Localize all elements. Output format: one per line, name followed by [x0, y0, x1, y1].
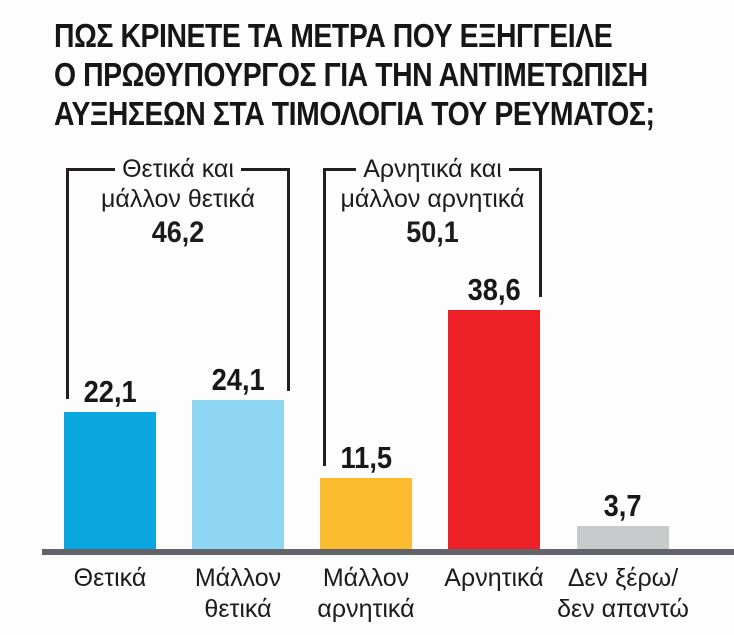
title-line-1: ΠΩΣ ΚΡΙΝΕΤΕ ΤΑ ΜΕΤΡΑ ΠΟΥ ΕΞΗΓΓΕΙΛΕ	[54, 17, 613, 54]
group-value-positive: 46,2	[151, 216, 205, 249]
bar-value-label: 22,1	[83, 374, 137, 409]
category-line: Δεν ξέρω/	[567, 564, 679, 592]
group-value-negative: 50,1	[406, 216, 459, 249]
bar-negative	[448, 310, 540, 549]
category-label-rather-negative: Μάλλον αρνητικά	[281, 563, 451, 625]
category-line: Αρνητικά	[444, 564, 544, 592]
category-line: Μάλλον	[194, 564, 282, 592]
category-label-negative: Αρνητικά	[409, 563, 579, 594]
title-line-2: Ο ΠΡΩΘΥΠΟΥΡΓΟΣ ΓΙΑ ΤΗΝ ΑΝΤΙΜΕΤΩΠΙΣΗ	[54, 56, 648, 93]
bar-value-label: 38,6	[467, 272, 521, 307]
x-axis-line	[42, 549, 734, 555]
category-line: αρνητικά	[317, 595, 415, 623]
bracket-top-line: Αρνητικά και	[323, 154, 542, 183]
bar-group-negative: 38,6	[428, 273, 560, 549]
group-label-positive-line1: Θετικά και	[122, 154, 234, 183]
group-bracket-negative: Αρνητικά και μάλλον αρνητικά 50,1	[323, 154, 542, 466]
bracket-top-line: Θετικά και	[66, 154, 291, 183]
category-line: θετικά	[204, 595, 272, 623]
bracket-vertical-segment	[66, 168, 69, 399]
category-label-dont-know: Δεν ξέρω/ δεν απαντώ	[538, 563, 708, 625]
bar-group-positive: 22,1	[44, 375, 176, 549]
bar-dont-know	[577, 526, 669, 549]
group-label-positive-line2: μάλλον θετικά	[101, 185, 255, 213]
bar-group-rather-positive: 24,1	[172, 363, 304, 549]
category-line: δεν απαντώ	[557, 595, 689, 623]
category-label-rather-positive: Μάλλον θετικά	[153, 563, 323, 625]
category-label-positive: Θετικά	[25, 563, 195, 594]
bracket-vertical-segment	[539, 168, 542, 297]
group-label-negative-line1: Αρνητικά και	[363, 154, 502, 183]
group-label-negative-line2: μάλλον αρνητικά	[340, 185, 525, 213]
bar-group-rather-negative: 11,5	[300, 441, 432, 549]
bar-group-dont-know: 3,7	[557, 489, 689, 549]
bracket-horizontal-segment	[66, 167, 116, 171]
bracket-horizontal-segment	[508, 167, 542, 171]
bar-value-label: 11,5	[340, 440, 392, 475]
bar-value-label: 24,1	[211, 362, 265, 397]
bar-rather-positive	[192, 400, 284, 549]
page-title: ΠΩΣ ΚΡΙΝΕΤΕ ΤΑ ΜΕΤΡΑ ΠΟΥ ΕΞΗΓΓΕΙΛΕ Ο ΠΡΩ…	[54, 16, 655, 133]
category-line: Θετικά	[73, 564, 147, 592]
bar-value-label: 3,7	[604, 488, 642, 523]
bracket-vertical-segment	[287, 168, 290, 391]
bar-rather-negative	[320, 478, 412, 549]
category-line: Μάλλον	[322, 564, 410, 592]
title-line-3: ΑΥΞΗΣΕΩΝ ΣΤΑ ΤΙΜΟΛΟΓΙΑ ΤΟΥ ΡΕΥΜΑΤΟΣ;	[54, 95, 655, 132]
bracket-horizontal-segment	[240, 167, 291, 171]
bracket-vertical-segment	[323, 168, 326, 466]
bracket-horizontal-segment	[323, 167, 357, 171]
group-bracket-positive: Θετικά και μάλλον θετικά 46,2	[66, 154, 291, 399]
bar-positive	[64, 412, 156, 549]
